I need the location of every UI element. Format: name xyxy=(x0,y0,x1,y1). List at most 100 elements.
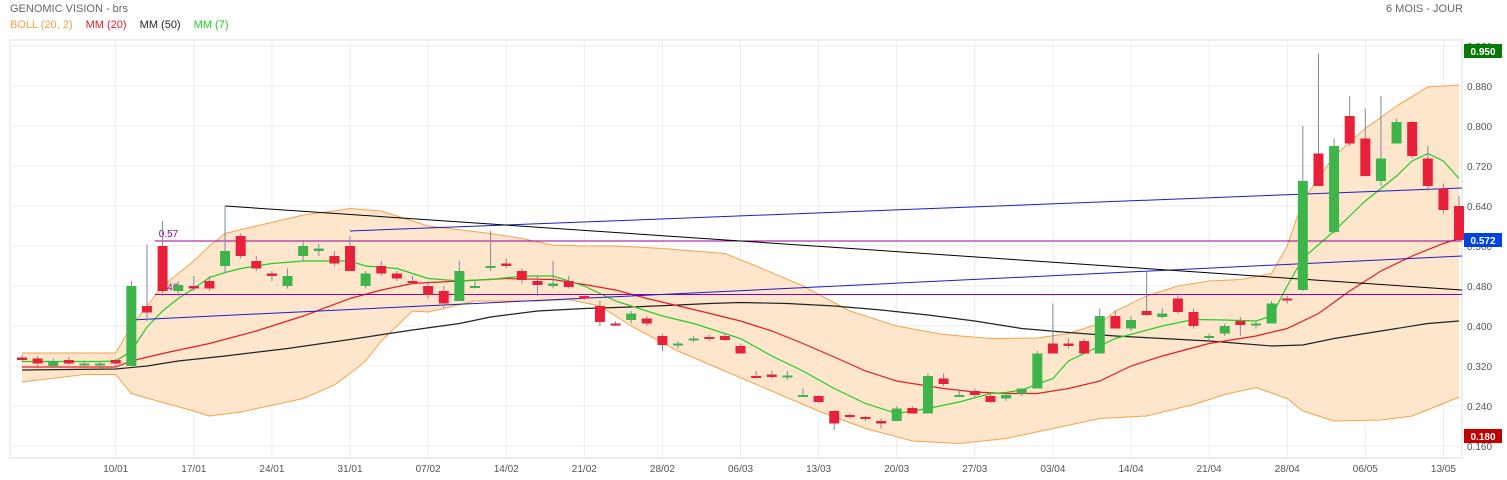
candle-body xyxy=(1032,353,1043,389)
level-label: 0.46 xyxy=(159,283,179,294)
candle-body xyxy=(985,396,996,402)
candle-body xyxy=(657,336,668,345)
candle-body xyxy=(626,313,637,320)
candle-body xyxy=(17,357,27,360)
candle-body xyxy=(1250,323,1261,326)
candle-body xyxy=(345,246,356,271)
candle-body xyxy=(891,408,902,421)
candle-body xyxy=(876,421,887,424)
candle-body xyxy=(1204,336,1215,338)
price-badge-last xyxy=(1464,233,1502,247)
candle-body xyxy=(798,395,808,397)
legend-mm7[interactable]: MM (7) xyxy=(193,19,229,31)
candle-body xyxy=(1375,158,1386,181)
x-tick-label: 28/02 xyxy=(650,464,675,475)
candle-body xyxy=(1391,122,1402,144)
candle-body xyxy=(1438,188,1449,210)
y-tick-label: 0.160 xyxy=(1467,442,1492,453)
candle-body xyxy=(1266,303,1277,324)
candle-body xyxy=(204,281,215,289)
level-label: 0.57 xyxy=(159,229,179,240)
candle-body xyxy=(282,276,293,286)
chart-title: GENOMIC VISION - brs xyxy=(10,3,128,15)
candle-body xyxy=(1001,395,1012,399)
candle-body xyxy=(329,256,340,264)
x-tick-label: 13/03 xyxy=(806,464,831,475)
candle-body xyxy=(1016,388,1027,394)
y-tick-label: 0.400 xyxy=(1467,322,1492,333)
x-tick-label: 20/03 xyxy=(884,464,909,475)
candle-body xyxy=(954,395,965,397)
candle-body xyxy=(516,271,527,280)
candle-body xyxy=(376,266,387,274)
candle-body xyxy=(79,363,90,366)
candle-body xyxy=(1329,146,1340,232)
candle-body xyxy=(32,358,43,364)
candle-body xyxy=(938,378,949,384)
x-tick-label: 27/03 xyxy=(962,464,987,475)
candle-body xyxy=(1172,298,1183,312)
candle-body xyxy=(235,236,246,256)
candle-body xyxy=(1157,313,1168,317)
y-tick-label: 0.800 xyxy=(1467,122,1492,133)
y-tick-label: 0.880 xyxy=(1467,82,1492,93)
candle-body xyxy=(48,361,59,366)
candle-body xyxy=(579,296,590,299)
candle-body xyxy=(1422,158,1433,186)
candle-body xyxy=(969,391,980,395)
x-tick-label: 14/02 xyxy=(494,464,519,475)
candle-body xyxy=(844,415,855,417)
ma20-line xyxy=(22,237,1460,395)
bollinger-band-fill xyxy=(22,85,1459,444)
x-tick-label: 24/01 xyxy=(259,464,284,475)
candle-body xyxy=(1407,122,1418,156)
candle-body xyxy=(610,323,621,326)
candle-body xyxy=(1454,206,1465,240)
legend-mm50[interactable]: MM (50) xyxy=(139,19,181,31)
trend-line-support xyxy=(131,255,1463,321)
legend-mm20[interactable]: MM (20) xyxy=(85,19,127,31)
candle-body xyxy=(1219,326,1230,334)
y-tick-label: 0.320 xyxy=(1467,362,1492,373)
candle-body xyxy=(548,283,559,286)
candle-body xyxy=(110,360,121,364)
x-tick-label: 10/01 xyxy=(103,464,128,475)
y-tick-label: 0.720 xyxy=(1467,162,1492,173)
candle-body xyxy=(360,273,371,286)
candle-body xyxy=(391,273,402,279)
x-tick-label: 06/05 xyxy=(1353,464,1378,475)
price-badge-label: 0.180 xyxy=(1470,432,1495,443)
candle-body xyxy=(251,261,262,269)
y-tick-label: 0.480 xyxy=(1467,282,1492,293)
candle-body xyxy=(1047,343,1058,354)
period-selector[interactable]: 6 MOIS - JOUR xyxy=(1385,3,1463,15)
candle-body xyxy=(704,337,715,339)
y-tick-label: 0.240 xyxy=(1467,402,1492,413)
candle-body xyxy=(63,360,74,364)
candle-body xyxy=(126,286,137,366)
x-tick-label: 03/04 xyxy=(1040,464,1065,475)
candle-body xyxy=(501,263,512,266)
candle-body xyxy=(298,246,309,256)
x-tick-label: 06/03 xyxy=(728,464,753,475)
candle-body xyxy=(157,246,168,291)
candle-body xyxy=(1126,320,1137,329)
trend-line-downtrend xyxy=(225,205,1463,291)
candle-body xyxy=(673,343,684,346)
candle-body xyxy=(1297,181,1308,290)
candle-body xyxy=(141,306,152,313)
x-tick-label: 21/04 xyxy=(1197,464,1222,475)
x-tick-label: 31/01 xyxy=(338,464,363,475)
candle-body xyxy=(266,273,277,276)
candle-body xyxy=(1313,153,1324,186)
price-badge-low xyxy=(1464,429,1502,443)
candle-body xyxy=(1360,138,1371,176)
candle-body xyxy=(1235,321,1246,325)
legend-bollinger[interactable]: BOLL (20, 2) xyxy=(10,19,73,31)
candle-body xyxy=(469,286,480,288)
candle-body xyxy=(407,281,418,283)
candle-body xyxy=(313,248,324,251)
candle-body xyxy=(438,291,449,304)
candle-body xyxy=(860,417,871,419)
